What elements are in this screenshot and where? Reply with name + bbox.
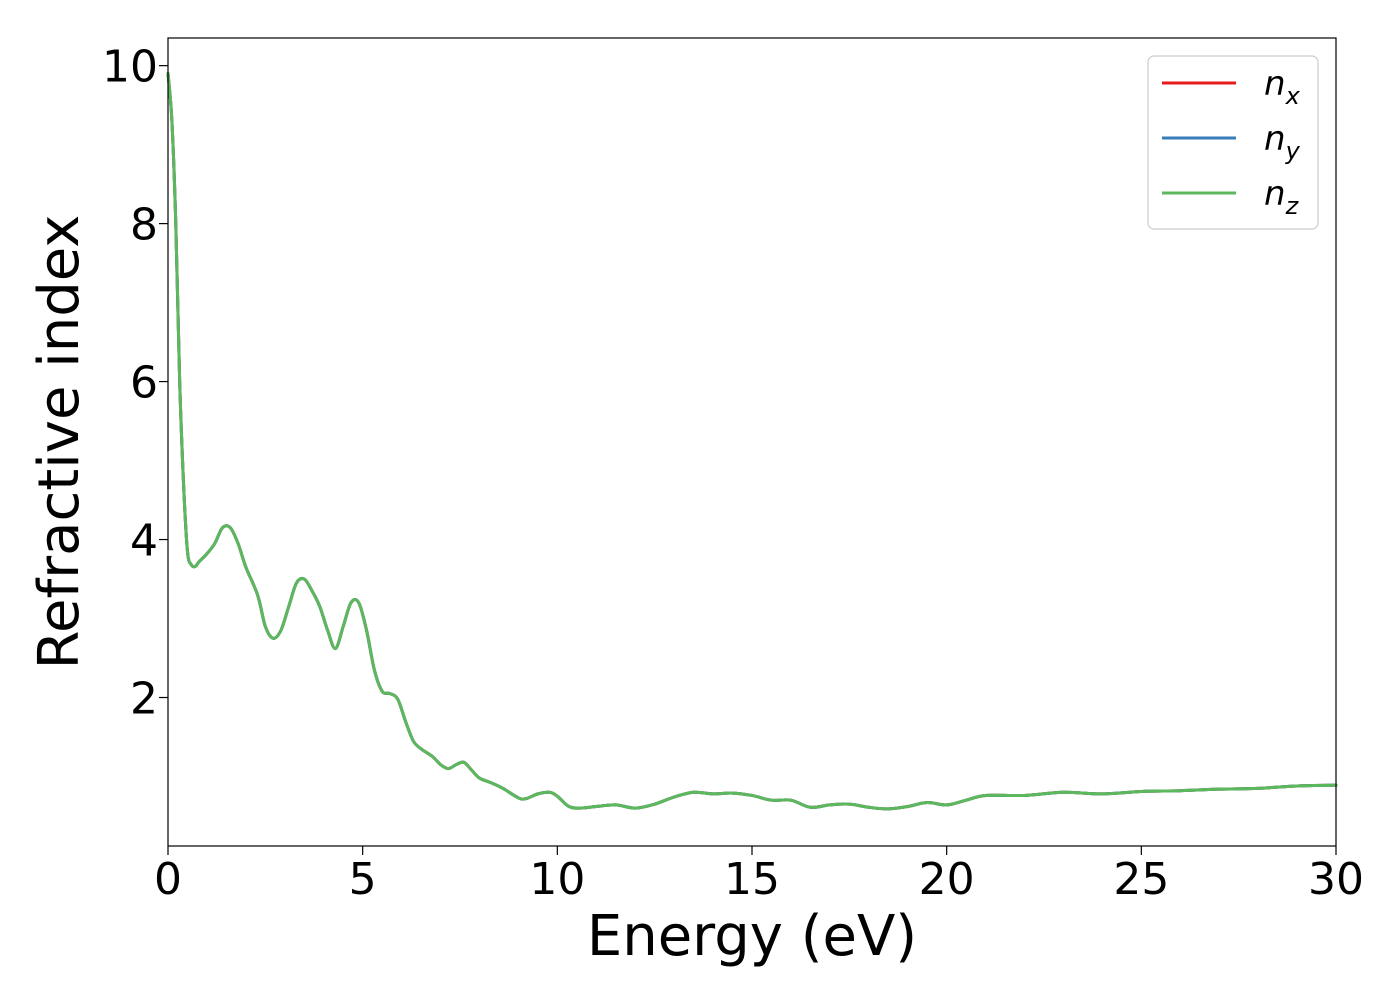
legend-label-z: nz xyxy=(1264,174,1300,220)
y-tick-label: 6 xyxy=(130,358,158,409)
y-tick-label: 10 xyxy=(102,42,158,93)
x-tick-label: 5 xyxy=(349,854,377,905)
legend-label-subscript: z xyxy=(1285,192,1300,220)
legend-label-base: n xyxy=(1264,174,1286,214)
legend-box xyxy=(1147,55,1319,230)
x-tick-label: 0 xyxy=(154,854,182,905)
series-layer xyxy=(166,72,1338,811)
x-tick-label: 30 xyxy=(1308,854,1364,905)
x-tick-label: 15 xyxy=(724,854,780,905)
legend-label-base: n xyxy=(1264,119,1286,159)
legend-label-base: n xyxy=(1264,64,1286,104)
y-axis-ticks: 2 4 6 8 10 xyxy=(102,42,168,725)
legend-label-y: ny xyxy=(1264,119,1301,165)
x-tick-label: 20 xyxy=(919,854,975,905)
y-tick-label: 4 xyxy=(130,516,158,567)
y-axis-label: Refractive index xyxy=(27,215,92,670)
x-tick-label: 25 xyxy=(1113,854,1169,905)
x-axis-label: Energy (eV) xyxy=(587,904,917,969)
y-tick-label: 2 xyxy=(130,674,158,725)
legend-label-subscript: x xyxy=(1285,82,1301,110)
series-line-z xyxy=(166,72,1338,811)
x-axis-ticks: 0 5 10 15 20 25 30 xyxy=(154,846,1364,905)
y-tick-label: 8 xyxy=(130,200,158,251)
legend-label-subscript: y xyxy=(1285,137,1301,165)
legend-label-x: nx xyxy=(1264,64,1301,110)
x-tick-label: 10 xyxy=(529,854,585,905)
